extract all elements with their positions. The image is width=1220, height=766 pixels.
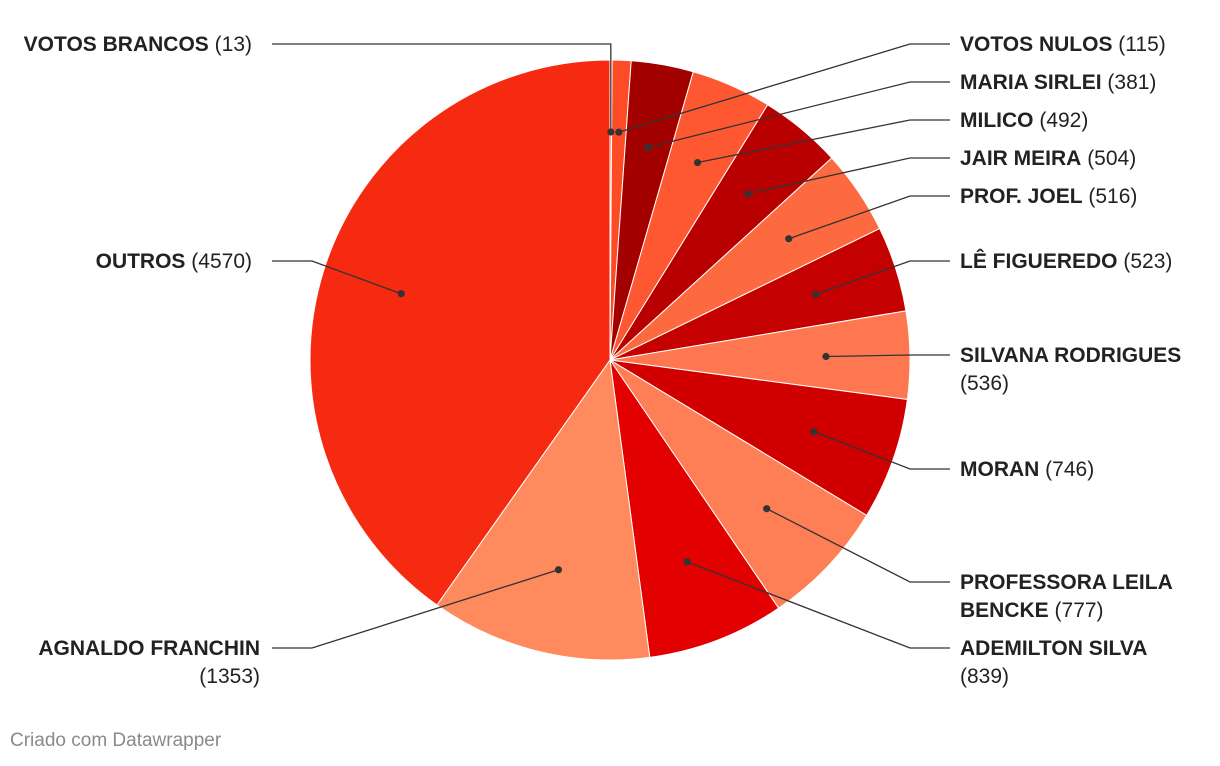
label-votos-nulos: VOTOS NULOS (115) <box>960 33 1166 56</box>
leader-line-professora-leila-bencke <box>766 508 950 583</box>
label-jair-meira: JAIR MEIRA (504) <box>960 147 1136 170</box>
label-professora-leila-bencke-line1: PROFESSORA LEILA <box>960 571 1173 594</box>
label-outros: OUTROS (4570) <box>96 250 252 273</box>
label-agnaldo-franchin-line2: (1353) <box>199 665 260 688</box>
leader-line-silvana-rodrigues <box>825 354 950 358</box>
pie-slice-agnaldo-franchin <box>436 358 651 661</box>
leader-line-milico <box>697 119 950 164</box>
leader-line-moran <box>813 431 950 470</box>
leader-line-outros <box>272 260 402 295</box>
leader-line-votos-nulos <box>618 43 950 133</box>
label-milico: MILICO (492) <box>960 109 1088 132</box>
label-silvana-rodrigues-line2: (536) <box>960 372 1009 395</box>
credit-text: Criado com Datawrapper <box>10 730 222 751</box>
leader-line-prof-joel <box>788 195 950 240</box>
label-agnaldo-franchin-line1: AGNALDO FRANCHIN <box>38 637 260 660</box>
label-moran: MORAN (746) <box>960 458 1094 481</box>
label-ademilton-silva-line2: (839) <box>960 665 1009 688</box>
label-prof-joel: PROF. JOEL (516) <box>960 185 1137 208</box>
leader-line-le-figueredo <box>815 260 950 295</box>
pie-slice-moran <box>609 359 908 517</box>
leader-line-agnaldo-franchin <box>272 569 559 649</box>
label-maria-sirlei: MARIA SIRLEI (381) <box>960 71 1156 94</box>
pie-slice-professora-leila-bencke <box>609 359 868 609</box>
label-professora-leila-bencke-line2: BENCKE (777) <box>960 599 1104 622</box>
pie-slice-outros <box>309 59 611 606</box>
label-ademilton-silva-line1: ADEMILTON SILVA <box>960 637 1147 660</box>
label-votos-brancos: VOTOS BRANCOS (13) <box>24 33 252 56</box>
leader-line-maria-sirlei <box>647 81 950 148</box>
label-silvana-rodrigues-line1: SILVANA RODRIGUES <box>960 344 1181 367</box>
label-le-figueredo: LÊ FIGUEREDO (523) <box>960 249 1172 273</box>
leader-line-ademilton-silva <box>686 561 950 649</box>
pie-slice-ademilton-silva <box>609 359 780 658</box>
leader-line-jair-meira <box>747 157 950 195</box>
leader-line-votos-brancos <box>272 43 612 133</box>
